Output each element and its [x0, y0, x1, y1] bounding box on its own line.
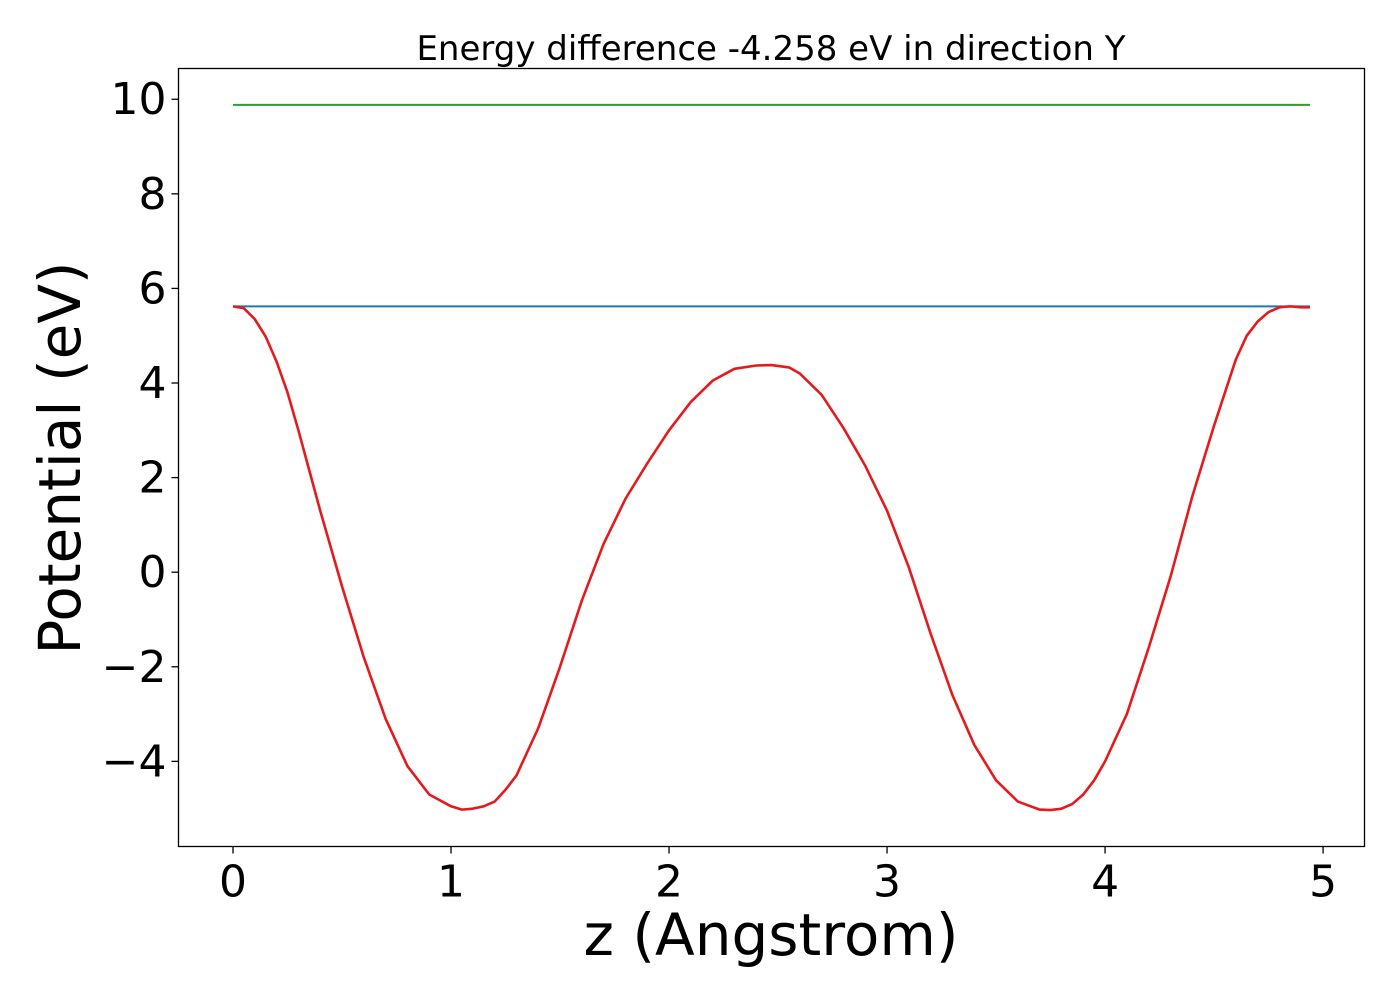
y-tick-label: 0: [139, 547, 167, 598]
y-tick-label: −2: [102, 642, 167, 693]
y-axis: −4 −2 0 2 4 6 8 10: [102, 74, 179, 787]
x-axis: 0 1 2 3 4 5: [219, 846, 1337, 908]
y-tick-label: 4: [139, 358, 167, 409]
x-tick-label: 4: [1091, 857, 1119, 908]
x-tick-label: 1: [437, 857, 465, 908]
y-tick-label: 10: [111, 74, 167, 125]
x-tick-label: 0: [219, 857, 247, 908]
x-tick-label: 2: [655, 857, 683, 908]
x-tick-label: 3: [873, 857, 901, 908]
series-line-2: [232, 305, 1310, 812]
axes-frame: [177, 67, 1366, 848]
x-axis-label: z (Angstrom): [584, 901, 959, 969]
chart-title: Energy difference -4.258 eV in direction…: [416, 29, 1125, 69]
y-tick-label: 8: [139, 169, 167, 220]
y-axis-label: Potential (eV): [26, 261, 94, 654]
y-tick-label: −4: [102, 736, 167, 787]
y-tick-label: 2: [139, 453, 167, 504]
plot-area: [232, 103, 1310, 812]
y-tick-label: 6: [139, 263, 167, 314]
x-tick-label: 5: [1309, 857, 1337, 908]
